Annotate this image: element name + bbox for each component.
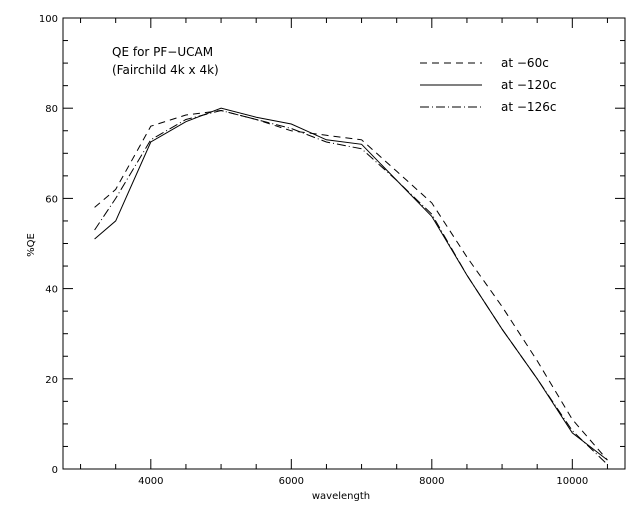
series-lines (94, 107, 608, 465)
legend-label-3: at −126c (501, 100, 556, 114)
y-tick-label: 60 (45, 194, 58, 205)
x-tick-label: 10000 (556, 476, 588, 487)
y-tick-label: 40 (45, 285, 58, 296)
legend-label-2: at −120c (501, 78, 556, 92)
annotation-line-2: (Fairchild 4k x 4k) (112, 63, 219, 77)
y-tick-label: 100 (39, 14, 58, 25)
x-tick-label: 6000 (279, 476, 304, 487)
legend-label-1: at −60c (501, 56, 549, 70)
series-line-1 (94, 109, 608, 461)
series-line-2 (94, 107, 608, 461)
x-axis-ticks: 4000 6000 8000 10000 (80, 18, 608, 487)
x-axis-title: wavelength (312, 491, 370, 502)
y-axis-ticks: 0 20 40 60 80 100 (39, 14, 625, 476)
y-tick-label: 0 (52, 465, 58, 476)
annotation-line-1: QE for PF−UCAM (112, 45, 213, 59)
x-tick-label: 8000 (419, 476, 444, 487)
y-axis-title: %QE (26, 233, 37, 257)
y-tick-label: 20 (45, 375, 58, 386)
x-tick-label: 4000 (138, 476, 163, 487)
series-line-3 (94, 109, 608, 465)
legend: at −60c at −120c at −126c (420, 56, 556, 114)
y-tick-label: 80 (45, 104, 58, 115)
annotation: QE for PF−UCAM (Fairchild 4k x 4k) (112, 45, 219, 77)
